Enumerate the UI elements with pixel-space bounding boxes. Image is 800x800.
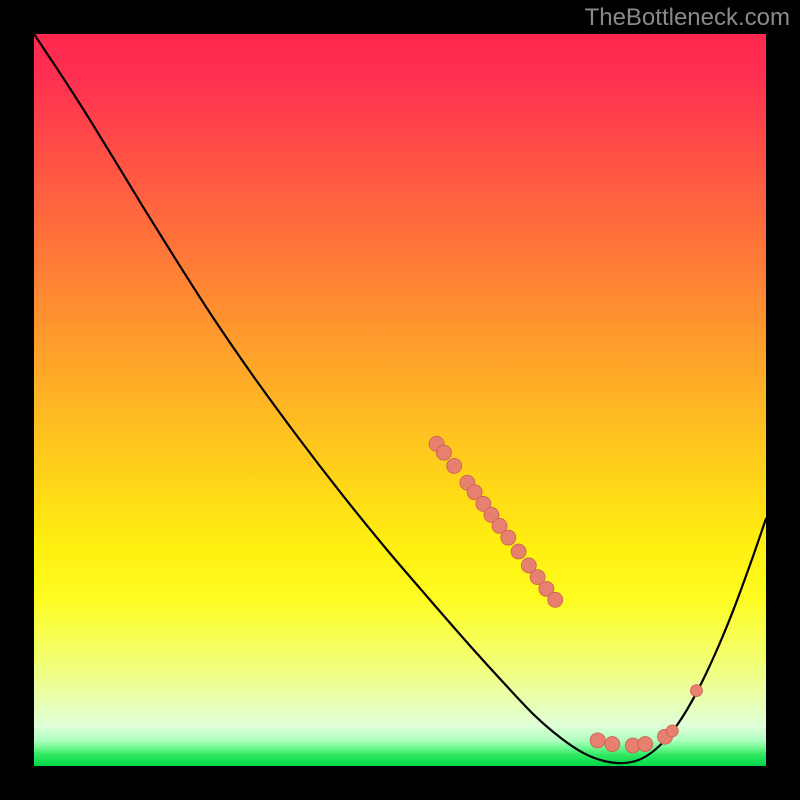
bottleneck-curve [34, 34, 766, 763]
data-markers [429, 436, 702, 753]
data-marker [638, 737, 653, 752]
chart-curve-layer [34, 34, 766, 766]
attribution-text: TheBottleneck.com [585, 4, 790, 32]
data-marker [447, 458, 462, 473]
data-marker [666, 725, 678, 737]
data-marker [590, 733, 605, 748]
data-marker [605, 737, 620, 752]
data-marker [511, 544, 526, 559]
data-marker [548, 592, 563, 607]
bottleneck-chart [34, 34, 766, 766]
data-marker [436, 445, 451, 460]
data-marker [690, 685, 702, 697]
data-marker [501, 530, 516, 545]
